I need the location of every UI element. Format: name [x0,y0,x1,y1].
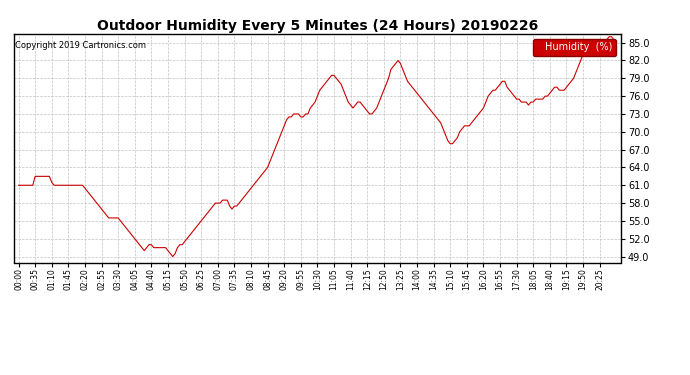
Legend: Humidity  (%): Humidity (%) [533,39,616,56]
Title: Outdoor Humidity Every 5 Minutes (24 Hours) 20190226: Outdoor Humidity Every 5 Minutes (24 Hou… [97,19,538,33]
Text: Copyright 2019 Cartronics.com: Copyright 2019 Cartronics.com [15,40,146,50]
